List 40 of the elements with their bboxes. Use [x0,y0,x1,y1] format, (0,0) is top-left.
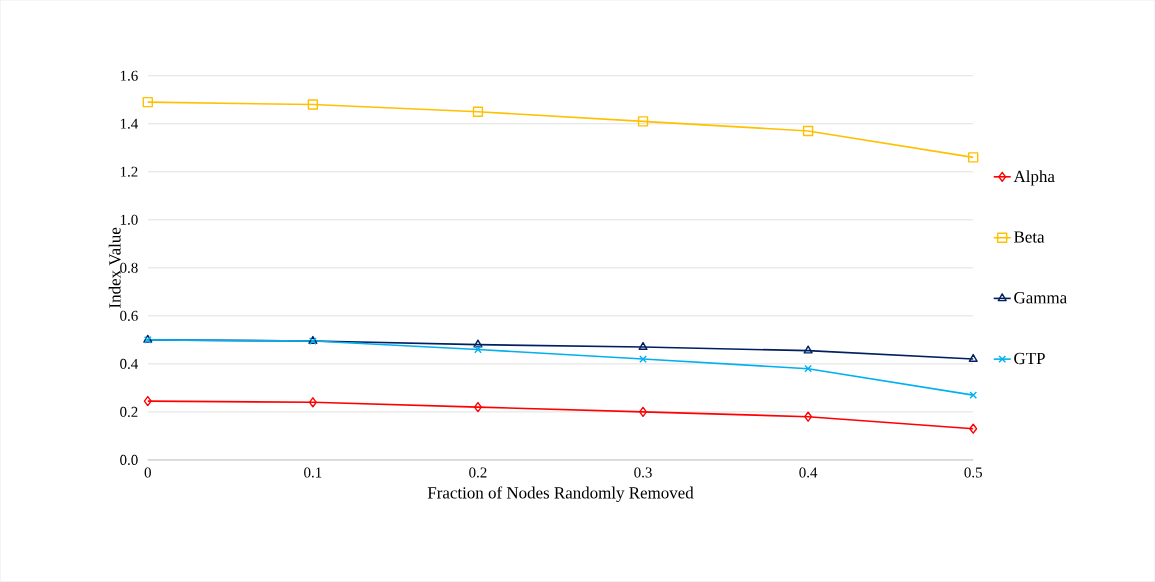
y-axis-title: Index Value [108,227,121,309]
point [803,345,813,354]
point [969,423,978,435]
x-tick-label: 0.4 [799,467,818,478]
point [802,125,814,137]
x-tick-label: 0 [144,467,151,478]
point [308,397,317,408]
point [804,411,813,423]
point [637,116,649,127]
y-tick-label: 0.6 [120,310,138,322]
point [473,339,483,348]
y-tick-label: 1.0 [120,214,138,226]
point [804,364,812,373]
legend-label: Alpha [1013,170,1055,186]
point [472,106,484,118]
point [142,97,153,108]
x-tick-label: 0.1 [304,467,322,478]
y-tick-label: 0.2 [120,406,138,418]
x-axis-title: Fraction of Nodes Randomly Removed [427,486,694,503]
y-tick-label: 0.8 [120,262,138,274]
x-tick-label: 0.5 [964,467,982,478]
point [307,99,319,110]
point [968,354,978,363]
point [969,391,978,400]
point [638,342,648,351]
y-tick-label: 1.4 [120,118,139,129]
legend-label: Gamma [1014,292,1067,304]
x-tick-label: 0.3 [634,467,652,478]
y-tick-label: 0.0 [120,455,138,466]
legend-label: Beta [1014,231,1045,243]
y-tick-label: 1.6 [120,70,138,81]
x-tick-label: 0.2 [469,467,487,478]
y-tick-label: 1.2 [120,166,138,177]
point [638,406,648,418]
point [143,396,152,407]
point [473,402,483,413]
point [639,355,647,364]
y-tick-label: 0.4 [120,358,139,370]
point [968,152,979,163]
legend-label: GTP [1014,352,1045,365]
